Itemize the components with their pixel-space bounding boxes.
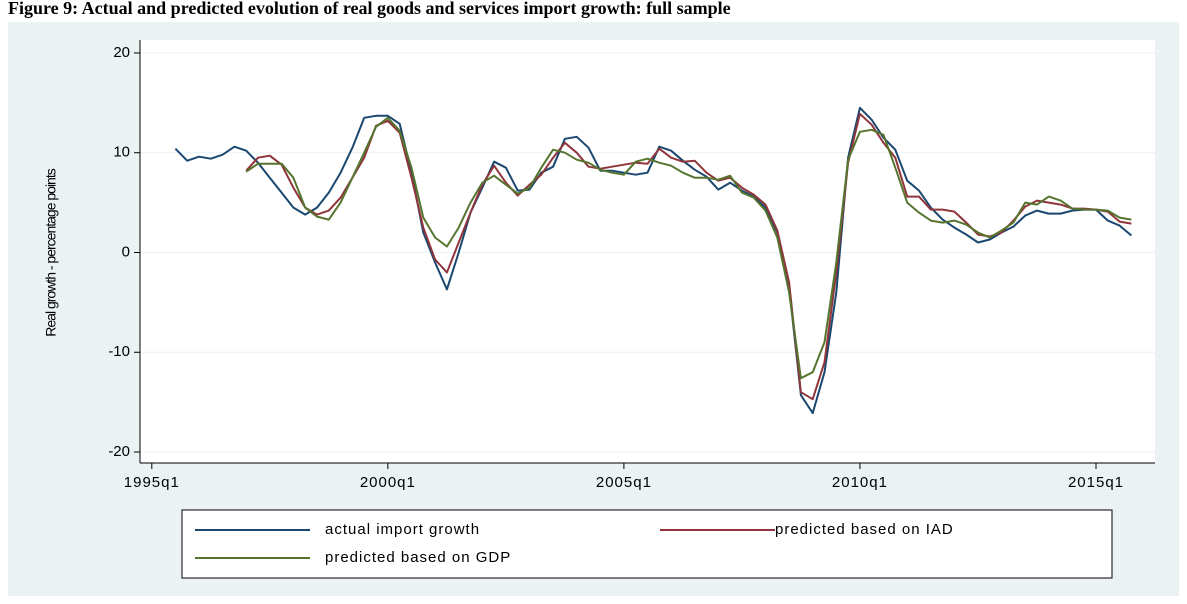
y-tick-label: 20 (113, 44, 130, 61)
legend-label: actual import growth (325, 521, 480, 538)
legend-label: predicted based on IAD (775, 521, 954, 538)
legend-label: predicted based on GDP (325, 549, 511, 566)
y-axis-label: Real growth - percentage points (43, 168, 59, 336)
legend-box (181, 509, 1113, 579)
y-tick-label: -20 (108, 443, 130, 460)
x-tick-label: 2000q1 (360, 474, 416, 491)
x-tick-label: 2005q1 (596, 474, 652, 491)
y-tick-label: -10 (108, 343, 130, 360)
y-tick-label: 10 (113, 144, 130, 161)
chart-title: Figure 9: Actual and predicted evolution… (8, 0, 731, 18)
y-tick-label: 0 (122, 243, 130, 260)
x-tick-label: 2010q1 (832, 474, 888, 491)
series-line (245, 116, 1132, 380)
plot-area (140, 40, 1155, 463)
x-tick-label: 1995q1 (124, 474, 180, 491)
x-tick-label: 2015q1 (1068, 474, 1124, 491)
